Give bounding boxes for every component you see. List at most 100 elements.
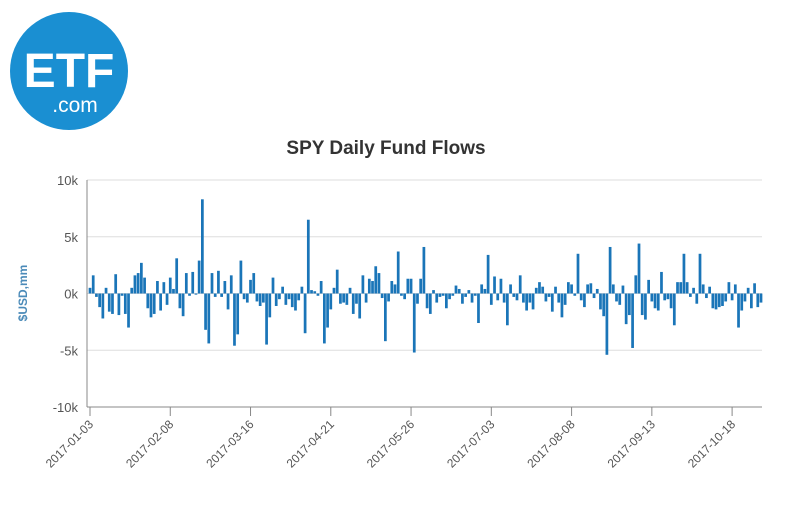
flow-bar <box>489 293 493 305</box>
flow-bar <box>750 293 753 309</box>
flow-bar <box>294 293 297 311</box>
flow-bar <box>252 273 256 294</box>
flow-bar <box>457 288 461 294</box>
flow-bar <box>220 293 223 297</box>
flow-bar <box>127 293 130 328</box>
flow-bar <box>525 293 528 311</box>
flow-bar <box>245 293 249 303</box>
flow-bar <box>493 276 496 294</box>
x-tick-label: 2017-07-03 <box>444 417 498 471</box>
flow-bar <box>98 293 101 308</box>
flow-bar <box>698 253 702 294</box>
flow-bar <box>188 293 191 296</box>
flow-bar <box>512 293 516 297</box>
flow-bar <box>358 293 362 319</box>
flow-bar <box>380 293 384 299</box>
flow-bar <box>387 293 390 302</box>
flow-bar <box>579 293 583 301</box>
flow-bar <box>172 288 175 294</box>
flow-bar <box>201 199 204 294</box>
flow-bar <box>130 287 134 294</box>
flow-bar <box>451 293 455 296</box>
flow-bar <box>605 293 609 355</box>
flow-bar <box>656 293 660 311</box>
flow-bar <box>265 293 268 345</box>
flow-bar <box>441 293 445 296</box>
flow-bar <box>538 282 541 294</box>
flow-bar <box>233 293 236 346</box>
flow-bar <box>714 293 718 310</box>
flow-bar <box>339 293 342 304</box>
logo-circle <box>10 12 128 130</box>
flow-bar <box>175 258 179 294</box>
flow-bar <box>506 293 509 326</box>
flow-bar <box>676 282 679 294</box>
flow-bar <box>586 284 589 294</box>
flow-bar <box>672 293 676 326</box>
x-tick-label: 2017-01-03 <box>43 417 97 471</box>
flow-bar <box>271 277 275 294</box>
flow-bar <box>406 278 410 294</box>
flow-bar <box>290 293 294 308</box>
flow-bar <box>101 293 105 319</box>
flow-bar <box>88 287 92 294</box>
flow-bar <box>367 278 371 294</box>
y-tick-label: -5k <box>60 343 79 358</box>
flow-bar <box>759 293 763 303</box>
flow-bar <box>361 275 365 294</box>
flow-bar <box>162 282 166 294</box>
y-axis-label: $USD,mm <box>16 265 30 322</box>
flow-bar <box>454 285 458 294</box>
flow-bar <box>705 293 708 299</box>
flow-bar <box>258 293 262 306</box>
flow-bar <box>733 284 737 294</box>
y-tick-label: 0k <box>64 287 78 302</box>
flow-bar <box>310 290 313 294</box>
flow-bar <box>634 275 638 294</box>
flow-bar <box>107 293 111 312</box>
flow-bar <box>300 286 304 294</box>
flow-bar <box>528 293 532 303</box>
flow-bar <box>255 293 259 302</box>
y-tick-label: 10k <box>57 173 78 188</box>
flow-bar <box>384 293 387 342</box>
flow-bar <box>278 293 281 300</box>
flow-bar <box>448 293 451 300</box>
flow-bar <box>509 284 512 294</box>
flow-bar <box>217 270 220 294</box>
flow-bar <box>412 293 416 353</box>
flow-bar <box>400 293 403 296</box>
flow-bar <box>213 293 217 297</box>
flow-bar <box>438 293 442 297</box>
flow-bar <box>660 271 663 294</box>
flow-bar <box>567 282 570 294</box>
flow-bar <box>178 293 182 309</box>
flow-bar <box>650 293 654 302</box>
flow-bar <box>595 288 599 294</box>
flow-bar <box>740 293 744 311</box>
flow-bar <box>534 287 538 294</box>
flow-bar <box>374 266 378 294</box>
flow-bar <box>422 246 426 294</box>
flow-bar <box>143 277 146 294</box>
flow-bar <box>403 293 406 300</box>
logo-main-text: ETF <box>24 45 115 98</box>
flow-bar <box>95 293 98 297</box>
flow-bar <box>669 293 673 309</box>
flow-bar <box>342 293 345 303</box>
flow-bar <box>573 293 577 296</box>
flow-bar <box>335 269 339 294</box>
flow-bar <box>140 262 143 294</box>
flow-bar <box>464 293 467 297</box>
flow-bar <box>306 219 310 294</box>
flow-bar <box>647 279 650 294</box>
flow-bar <box>663 293 667 301</box>
flow-bar <box>589 283 593 294</box>
flow-bar <box>303 293 307 334</box>
flow-bar <box>268 293 272 318</box>
flow-bar <box>419 278 423 294</box>
flow-bar <box>432 290 435 294</box>
flow-bar <box>628 293 631 316</box>
flow-bar <box>685 282 689 294</box>
flow-bar <box>544 293 548 302</box>
